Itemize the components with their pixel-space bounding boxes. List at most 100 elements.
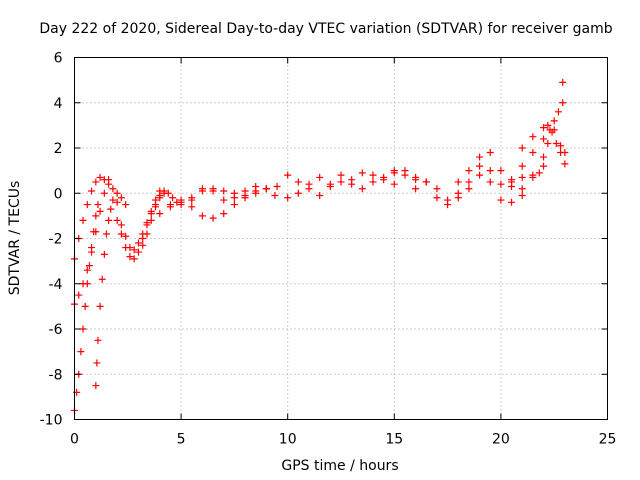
data-point (316, 173, 324, 181)
data-point (316, 192, 324, 200)
data-point (220, 210, 228, 218)
series-arc-j (188, 182, 279, 204)
series-arc-h (156, 182, 281, 218)
data-point (294, 178, 302, 186)
data-point (105, 176, 113, 184)
data-point (96, 302, 104, 310)
data-point (412, 185, 420, 193)
data-point (92, 212, 100, 220)
data-point (518, 162, 526, 170)
data-point (535, 169, 543, 177)
data-point (476, 162, 484, 170)
y-tick-label: 0 (54, 186, 63, 202)
data-point (358, 185, 366, 193)
series-arc-g (139, 187, 185, 249)
data-point (126, 253, 134, 261)
data-point (100, 189, 108, 197)
data-point (497, 167, 505, 175)
data-point (198, 212, 206, 220)
data-point (271, 192, 279, 200)
data-point (390, 180, 398, 188)
data-point (241, 187, 249, 195)
series-arc-m (390, 149, 526, 204)
data-point (518, 185, 526, 193)
data-point (369, 171, 377, 179)
data-point (109, 185, 117, 193)
data-point (508, 198, 516, 206)
grid (74, 57, 608, 420)
chart-title: Day 222 of 2020, Sidereal Day-to-day VTE… (39, 21, 612, 37)
data-point (102, 230, 110, 238)
data-point (134, 239, 142, 247)
data-point (326, 180, 334, 188)
data-point (188, 196, 196, 204)
data-point (126, 244, 134, 252)
data-point (139, 241, 147, 249)
data-point (358, 169, 366, 177)
plot-frame (74, 57, 608, 420)
data-point (380, 173, 388, 181)
y-tick-label: -2 (49, 232, 63, 248)
data-point (117, 230, 125, 238)
data-point (81, 302, 89, 310)
data-point (209, 187, 217, 195)
data-point (550, 126, 558, 134)
data-point (540, 153, 548, 161)
data-point (422, 178, 430, 186)
x-axis-label: GPS time / hours (281, 458, 398, 474)
data-point (561, 149, 569, 157)
data-point (220, 196, 228, 204)
series-arc-p (508, 99, 567, 184)
y-tick-labels: -10 -8 -6 -4 -2 0 2 4 6 (40, 51, 63, 429)
data-point (113, 216, 121, 224)
data-point (198, 185, 206, 193)
data-point (130, 246, 138, 254)
data-point (105, 216, 113, 224)
data-point (117, 194, 125, 202)
data-point (147, 207, 155, 215)
data-point (230, 201, 238, 209)
data-point (540, 135, 548, 143)
data-point (401, 171, 409, 179)
data-point (465, 178, 473, 186)
data-point (550, 117, 558, 125)
data-point (559, 99, 567, 107)
y-tick-label: 6 (54, 51, 63, 67)
data-point (109, 196, 117, 204)
data-point (518, 173, 526, 181)
data-point (113, 198, 121, 206)
data-point (518, 192, 526, 200)
data-point (529, 149, 537, 157)
data-point (164, 189, 172, 197)
data-point (454, 178, 462, 186)
data-point (554, 108, 562, 116)
data-point (152, 203, 160, 211)
data-point (83, 280, 91, 288)
data-point (284, 171, 292, 179)
data-point (177, 196, 185, 204)
data-point (561, 160, 569, 168)
data-point (143, 230, 151, 238)
data-point (79, 325, 87, 333)
data-point (241, 194, 249, 202)
data-point (486, 149, 494, 157)
series-arc-a (71, 173, 130, 263)
data-point (88, 244, 96, 252)
data-point (454, 194, 462, 202)
series-arc-l (284, 171, 398, 202)
data-point (220, 187, 228, 195)
data-point (188, 203, 196, 211)
data-point (529, 133, 537, 141)
data-point (508, 176, 516, 184)
x-tick-label: 10 (279, 432, 297, 448)
data-point (273, 182, 281, 190)
data-point (83, 201, 91, 209)
y-tick-label: -10 (40, 413, 63, 429)
data-point (94, 336, 102, 344)
data-point (252, 182, 260, 190)
data-point (96, 173, 104, 181)
data-point (88, 187, 96, 195)
data-point (94, 201, 102, 209)
y-tick-label: 4 (54, 96, 63, 112)
y-tick-label: -8 (49, 367, 63, 383)
